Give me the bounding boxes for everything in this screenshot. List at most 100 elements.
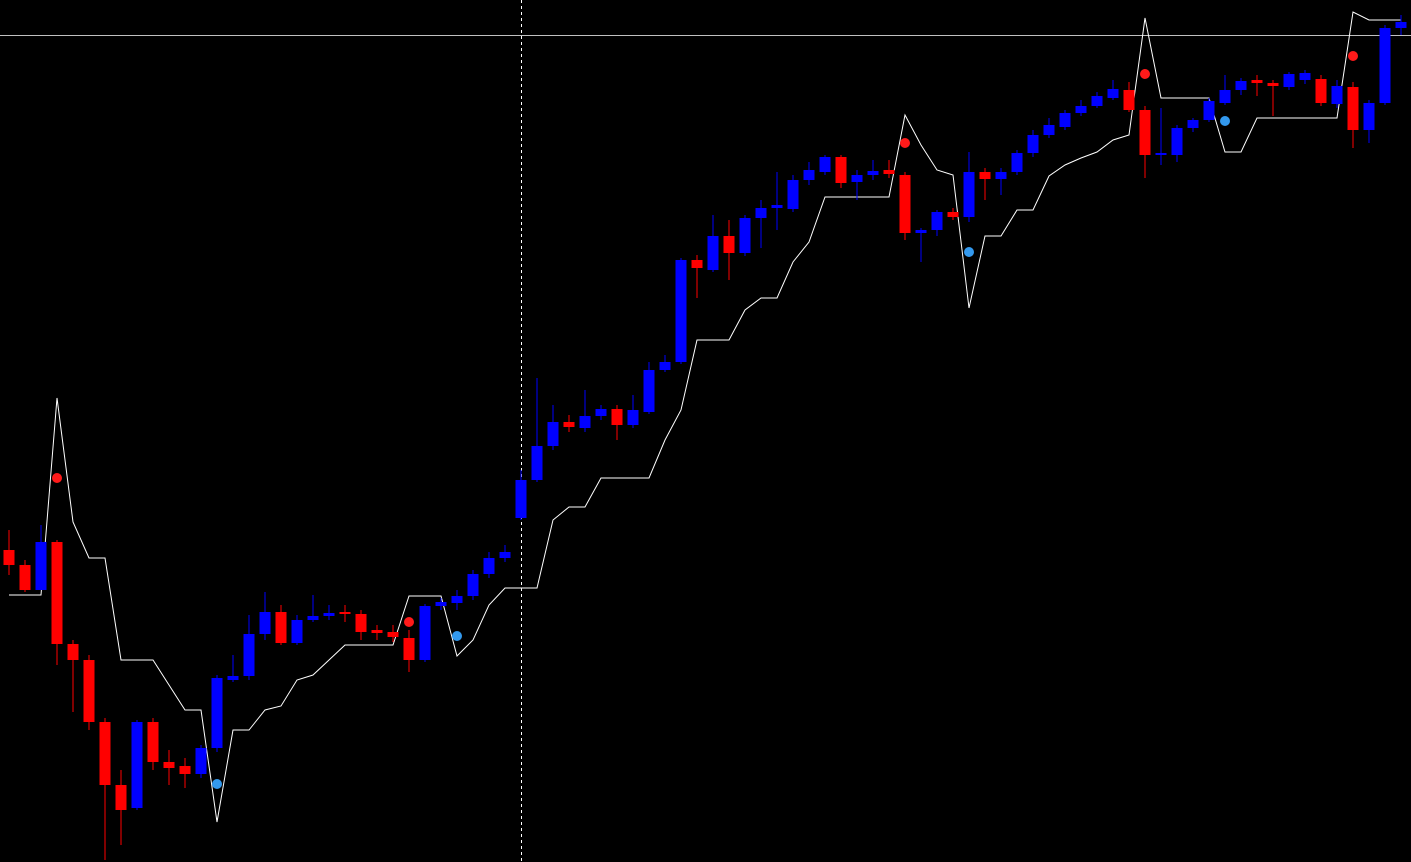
candle-body — [771, 205, 783, 208]
candle-body — [275, 612, 287, 643]
sell-dot — [404, 617, 414, 627]
candle-body — [867, 171, 879, 175]
candle-body — [1075, 106, 1087, 113]
candle-body — [1123, 90, 1135, 110]
candle-body — [1043, 125, 1055, 135]
candle-body — [803, 170, 815, 180]
candle-body — [787, 180, 799, 209]
candle-body — [1235, 81, 1247, 90]
candle-body — [355, 614, 367, 632]
candle-body — [291, 620, 303, 643]
candle-body — [1011, 153, 1023, 172]
candle-body — [723, 236, 735, 253]
candle-body — [499, 552, 511, 558]
candle-body — [1363, 103, 1375, 130]
candle-body — [51, 542, 63, 644]
candle-body — [1251, 80, 1263, 83]
candle-body — [243, 634, 255, 676]
candle-body — [435, 602, 447, 606]
buy-dot — [452, 631, 462, 641]
candle-body — [1027, 135, 1039, 153]
candle-body — [835, 157, 847, 183]
trail-line — [9, 11, 1401, 823]
sell-dot — [52, 473, 62, 483]
candle-body — [707, 236, 719, 270]
candle-body — [915, 230, 927, 233]
candle-body — [1203, 101, 1215, 120]
candle-body — [1299, 73, 1311, 80]
candle-body — [739, 218, 751, 253]
candle-body — [963, 172, 975, 217]
candle-body — [483, 558, 495, 574]
candle-body — [851, 175, 863, 182]
candle-body — [755, 208, 767, 218]
candle-body — [1395, 22, 1407, 28]
candle-body — [563, 422, 575, 427]
candle-body — [1091, 96, 1103, 106]
candle-body — [35, 542, 47, 590]
candle-body — [547, 422, 559, 446]
candle-body — [1267, 83, 1279, 86]
candle-body — [1171, 128, 1183, 155]
candle-body — [467, 574, 479, 596]
sell-dot — [900, 138, 910, 148]
candle-body — [371, 630, 383, 633]
candle-body — [1155, 153, 1167, 155]
candle-body — [995, 172, 1007, 179]
candle-body — [1187, 120, 1199, 128]
candle-body — [819, 157, 831, 172]
buy-dot — [212, 779, 222, 789]
candle-body — [931, 212, 943, 230]
candle-body — [99, 722, 111, 785]
candle-body — [179, 766, 191, 774]
candle-body — [899, 175, 911, 233]
candle-body — [211, 678, 223, 748]
candle-body — [515, 480, 527, 518]
candle-body — [579, 416, 591, 428]
candle-body — [131, 722, 143, 808]
candle-body — [627, 410, 639, 425]
candle-body — [195, 748, 207, 774]
candle-body — [419, 606, 431, 660]
candle-body — [227, 676, 239, 680]
candle-body — [147, 722, 159, 762]
candle-body — [531, 446, 543, 480]
candle-body — [1059, 113, 1071, 127]
candle-body — [307, 616, 319, 620]
sell-dot — [1348, 51, 1358, 61]
candle-body — [1283, 74, 1295, 87]
candle-body — [259, 612, 271, 634]
candle-body — [323, 613, 335, 616]
sell-dot — [1140, 69, 1150, 79]
candle-body — [947, 212, 959, 217]
candle-body — [1315, 79, 1327, 103]
candle-body — [1107, 89, 1119, 98]
candle-body — [1347, 87, 1359, 130]
candle-body — [163, 762, 175, 768]
buy-dot — [964, 247, 974, 257]
candle-body — [83, 660, 95, 722]
buy-dot — [1220, 116, 1230, 126]
candle-body — [3, 550, 15, 565]
candle-body — [595, 409, 607, 416]
candle-body — [403, 638, 415, 660]
candle-body — [19, 565, 31, 590]
candle-body — [691, 260, 703, 268]
candle-body — [1331, 86, 1343, 104]
candle-body — [451, 596, 463, 603]
candle-body — [1139, 110, 1151, 155]
candle-body — [67, 644, 79, 660]
candle-body — [611, 409, 623, 425]
candle-body — [387, 632, 399, 637]
candle-body — [1379, 28, 1391, 103]
candle-body — [115, 785, 127, 810]
candle-body — [979, 172, 991, 179]
candle-body — [339, 612, 351, 614]
candle-body — [675, 260, 687, 362]
candle-body — [659, 362, 671, 370]
candle-body — [883, 170, 895, 174]
candle-body — [1219, 90, 1231, 103]
candle-body — [643, 370, 655, 412]
